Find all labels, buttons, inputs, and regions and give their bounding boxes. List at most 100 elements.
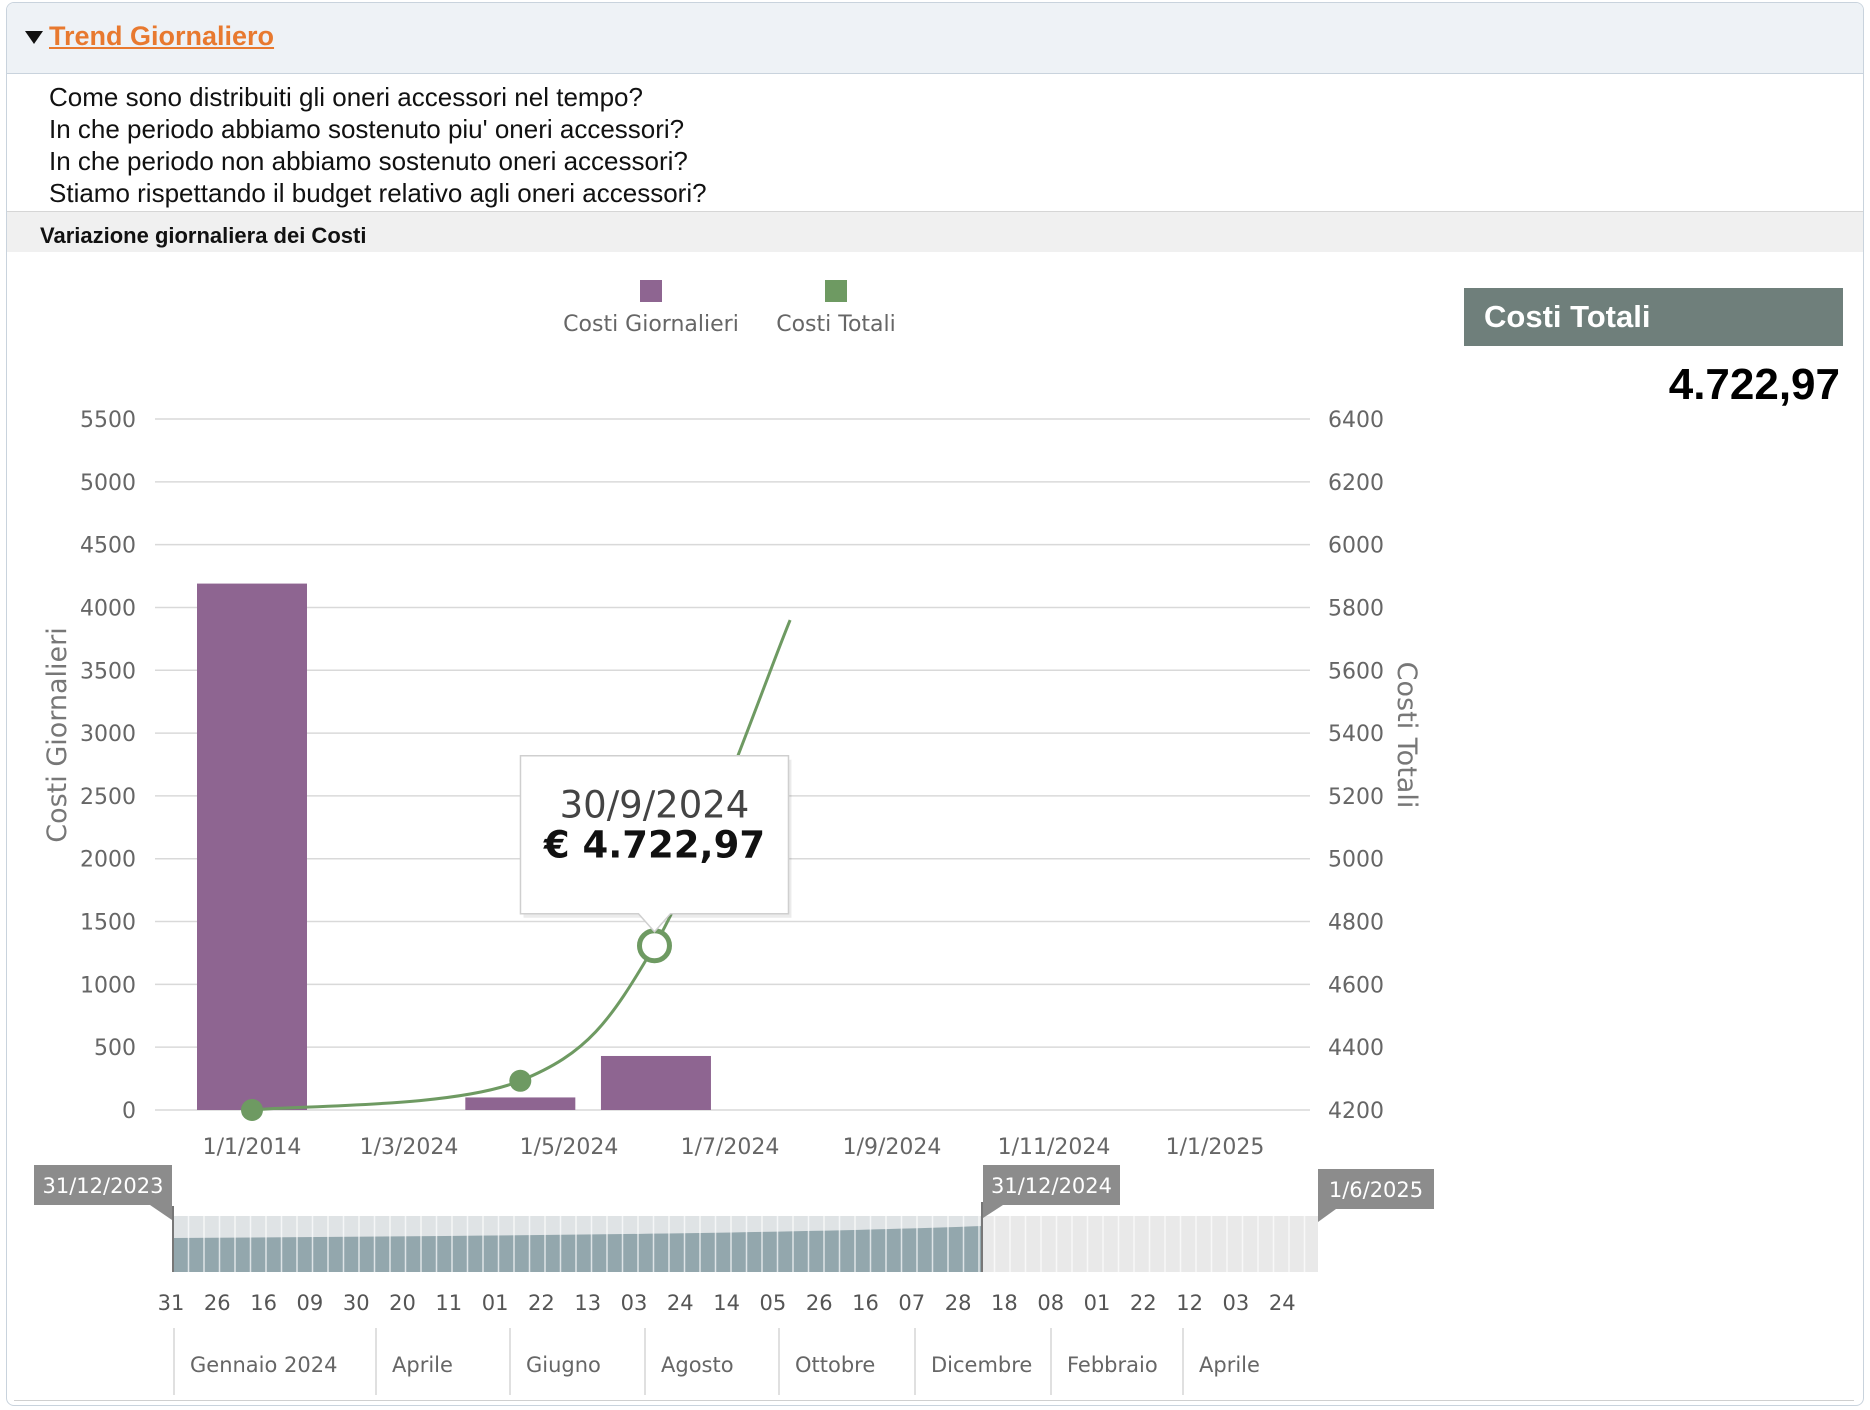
questions-list: Come sono distribuiti gli oneri accessor… [49, 81, 707, 209]
navigator-day-tick: 30 [343, 1291, 370, 1315]
y-right-tick-label: 4600 [1328, 973, 1384, 998]
navigator-month-label: Aprile [392, 1353, 453, 1377]
navigator-day-tick: 05 [760, 1291, 787, 1315]
navigator-day-tick: 03 [1223, 1291, 1250, 1315]
navigator-day-tick: 26 [204, 1291, 231, 1315]
navigator-month-label: Ottobre [795, 1353, 875, 1377]
legend-swatch [640, 280, 662, 302]
y-left-axis-title: Costi Giornalieri [42, 627, 73, 843]
navigator-data-end-flag-label: 1/6/2025 [1329, 1178, 1423, 1202]
y-left-tick-label: 2500 [80, 785, 136, 810]
navigator-day-tick: 16 [852, 1291, 879, 1315]
y-right-tick-label: 6200 [1328, 471, 1384, 496]
y-left-tick-label: 3000 [80, 722, 136, 747]
y-right-tick-label: 5800 [1328, 596, 1384, 621]
y-right-tick-label: 6400 [1328, 408, 1384, 433]
y-left-tick-label: 1500 [80, 911, 136, 936]
panel-header[interactable]: Trend Giornaliero [7, 3, 1863, 74]
navigator-day-tick: 11 [435, 1291, 462, 1315]
y-right-tick-label: 6000 [1328, 534, 1384, 559]
tooltip-date: 30/9/2024 [560, 784, 750, 827]
bottom-divider [14, 1400, 1854, 1401]
tooltip-box [519, 754, 790, 933]
y-left-tick-label: 500 [94, 1036, 136, 1061]
navigator-day-tick: 28 [945, 1291, 972, 1315]
navigator-day-tick: 08 [1037, 1291, 1064, 1315]
navigator-data-end-flag-box [1318, 1169, 1434, 1209]
y-right-tick-label: 5200 [1328, 785, 1384, 810]
bar [197, 583, 307, 1110]
navigator-month-label: Dicembre [931, 1353, 1032, 1377]
navigator-day-tick: 09 [297, 1291, 324, 1315]
navigator-month-label: Febbraio [1067, 1353, 1158, 1377]
line-point [509, 1069, 532, 1092]
section-title: Variazione giornaliera dei Costi [40, 223, 367, 248]
y-right-tick-label: 5600 [1328, 659, 1384, 684]
question-item: In che periodo abbiamo sostenuto piu' on… [49, 114, 685, 144]
y-right-tick-label: 4800 [1328, 911, 1384, 936]
navigator-day-tick: 13 [574, 1291, 601, 1315]
navigator-day-tick: 24 [667, 1291, 694, 1315]
y-left-tick-label: 1000 [80, 973, 136, 998]
navigator-day-tick: 03 [621, 1291, 648, 1315]
navigator-day-tick: 26 [806, 1291, 833, 1315]
y-right-tick-label: 5000 [1328, 848, 1384, 873]
y-left-tick-label: 4500 [80, 534, 136, 559]
legend-swatch [825, 280, 847, 302]
navigator-start-flag-box [34, 1165, 172, 1205]
tooltip-value: € 4.722,97 [543, 824, 765, 867]
kpi-value: 4.722,97 [1668, 360, 1840, 409]
navigator-month-label: Gennaio 2024 [190, 1353, 337, 1377]
navigator-start-flag-label: 31/12/2023 [42, 1174, 163, 1198]
legend-label: Costi Giornalieri [563, 312, 739, 337]
y-left-tick-label: 5000 [80, 471, 136, 496]
x-tick-label: 1/11/2024 [998, 1135, 1111, 1160]
x-tick-label: 1/5/2024 [520, 1135, 619, 1160]
navigator-day-tick: 07 [898, 1291, 925, 1315]
navigator-month-label: Aprile [1199, 1353, 1260, 1377]
navigator-day-tick: 16 [250, 1291, 277, 1315]
kpi-header: Costi Totali [1464, 288, 1843, 346]
navigator-flag-pointer [983, 1205, 1003, 1218]
y-left-tick-label: 3500 [80, 659, 136, 684]
x-tick-label: 1/3/2024 [360, 1135, 459, 1160]
y-left-tick-label: 5500 [80, 408, 136, 433]
x-tick-label: 1/9/2024 [843, 1135, 942, 1160]
navigator-day-tick: 22 [528, 1291, 555, 1315]
y-left-tick-label: 0 [122, 1099, 136, 1124]
kpi-label: Costi Totali [1484, 299, 1651, 334]
navigator-day-tick: 12 [1176, 1291, 1203, 1315]
bar [600, 1055, 711, 1110]
question-item: Stiamo rispettando il budget relativo ag… [49, 178, 707, 208]
navigator-day-tick: 01 [482, 1291, 509, 1315]
y-left-tick-label: 2000 [80, 848, 136, 873]
navigator-day-tick: 20 [389, 1291, 416, 1315]
x-tick-label: 1/1/2025 [1166, 1135, 1265, 1160]
navigator-day-tick: 24 [1269, 1291, 1296, 1315]
line-point [241, 1099, 263, 1121]
navigator-month-label: Agosto [661, 1353, 734, 1377]
y-right-axis-title: Costi Totali [1391, 662, 1422, 809]
y-right-tick-label: 5400 [1328, 722, 1384, 747]
navigator-end-flag-label: 31/12/2024 [991, 1174, 1112, 1198]
y-right-tick-label: 4400 [1328, 1036, 1384, 1061]
navigator-flag-pointer [150, 1205, 172, 1220]
navigator-day-tick: 18 [991, 1291, 1018, 1315]
x-tick-label: 1/1/2014 [203, 1135, 302, 1160]
trend-panel: Trend Giornaliero Come sono distribuiti … [6, 2, 1864, 1406]
section-header: Variazione giornaliera dei Costi [7, 211, 1863, 252]
x-tick-label: 1/7/2024 [681, 1135, 780, 1160]
bar [465, 1097, 576, 1110]
y-left-tick-label: 4000 [80, 596, 136, 621]
panel-title-link[interactable]: Trend Giornaliero [49, 21, 275, 51]
legend-label: Costi Totali [776, 312, 896, 337]
collapse-caret-icon[interactable] [25, 31, 43, 44]
navigator-end-flag-box [983, 1165, 1120, 1205]
line-point-highlighted [636, 928, 672, 964]
navigator-day-tick: 22 [1130, 1291, 1157, 1315]
y-right-tick-label: 4200 [1328, 1099, 1384, 1124]
question-item: In che periodo non abbiamo sostenuto one… [49, 146, 688, 176]
navigator-flag-pointer [1318, 1209, 1336, 1222]
navigator-day-tick: 31 [158, 1291, 185, 1315]
